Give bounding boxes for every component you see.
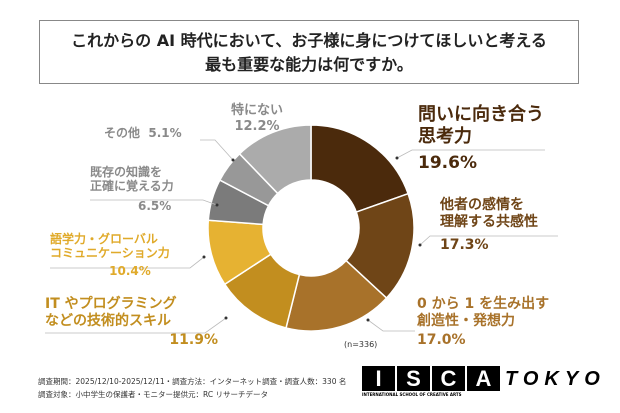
- leader-line: [45, 317, 227, 334]
- survey-footer: 調査期間：2025/12/10-2025/12/11・調査方法：インターネット調…: [38, 375, 346, 401]
- pct-creativity: 17.0%: [417, 331, 466, 348]
- footer-line-1: 調査期間：2025/12/10-2025/12/11・調査方法：インターネット調…: [38, 377, 347, 386]
- label-memo-line1: 既存の知識を: [90, 165, 163, 179]
- label-language-line2: コミュニケーション力: [50, 246, 170, 261]
- label-thinking-line1: 問いに向き合う: [418, 104, 544, 125]
- leader-dot: [366, 318, 370, 322]
- pct-language: 10.4%: [109, 263, 151, 278]
- label-empathy-line1: 他者の感情を: [440, 197, 524, 213]
- question-title-box: これからの AI 時代において、お子様に身につけてほしいと考える 最も重要な能力…: [39, 20, 579, 84]
- label-it-line1: IT やプログラミング: [45, 296, 177, 312]
- pct-other: 5.1%: [148, 126, 182, 140]
- logo-letter: S: [397, 366, 430, 391]
- label-it-line2: などの技術的スキル: [45, 312, 171, 329]
- label-language-line1: 語学力・グローバル: [50, 232, 158, 246]
- logo-letter: I: [362, 366, 395, 391]
- pct-it: 11.9%: [169, 331, 218, 348]
- pct-empathy: 17.3%: [440, 236, 489, 253]
- label-other-text: その他: [104, 126, 141, 140]
- label-thinking: 問いに向き合う 思考力 19.6%: [418, 104, 544, 174]
- donut-slice: [238, 124, 312, 195]
- leader-line: [396, 149, 545, 159]
- sample-size: (n=336): [344, 340, 378, 349]
- isca-logo: I S C A INTERNATIONAL SCHOOL OF CREATIVE…: [362, 366, 500, 397]
- label-it-skills: IT やプログラミング などの技術的スキル 11.9%: [45, 296, 240, 348]
- leader-line: [367, 319, 415, 332]
- leader-dot: [231, 158, 235, 162]
- label-other: その他 5.1%: [104, 126, 182, 140]
- leader-line: [90, 199, 218, 206]
- title-line-2: 最も重要な能力は何ですか。: [205, 55, 413, 74]
- label-thinking-line2: 思考力: [418, 125, 472, 147]
- logo-letter: A: [467, 366, 500, 391]
- label-memorization: 既存の知識を 正確に覚える力 6.5%: [90, 165, 200, 213]
- label-language: 語学力・グローバル コミュニケーション力 10.4%: [50, 232, 200, 278]
- label-empathy: 他者の感情を 理解する共感性 17.3%: [440, 197, 538, 253]
- logo-subtitle: INTERNATIONAL SCHOOL OF CREATIVE ARTS: [362, 392, 462, 397]
- label-creativity-line1: 0 から 1 を生み出す: [417, 296, 550, 312]
- leader-dot: [418, 243, 422, 247]
- leader-dot: [202, 255, 206, 259]
- donut-slice: [285, 259, 388, 332]
- label-empathy-line2: 理解する共感性: [440, 213, 538, 230]
- logo-letter: C: [432, 366, 465, 391]
- label-creativity: 0 から 1 を生み出す 創造性・発想力 17.0%: [417, 296, 549, 348]
- logo-tokyo: TOKYO: [505, 368, 606, 390]
- pct-thinking: 19.6%: [418, 153, 477, 174]
- label-memo-line2: 正確に覚える力: [90, 179, 174, 194]
- footer-line-2: 調査対象：小中学生の保護者・モニター提供元：RC リサーチデータ: [38, 390, 268, 399]
- label-none: 特にない 12.2%: [228, 103, 286, 134]
- leader-line: [50, 256, 205, 269]
- title-line-1: これからの AI 時代において、お子様に身につけてほしいと考える: [71, 31, 547, 50]
- label-creativity-line2: 創造性・発想力: [417, 312, 515, 329]
- pct-memo: 6.5%: [138, 198, 172, 213]
- leader-line: [200, 139, 234, 161]
- label-none-text: 特にない: [230, 103, 283, 118]
- leader-line: [419, 235, 558, 246]
- leader-dot: [224, 316, 228, 320]
- leader-dot: [395, 156, 399, 160]
- pct-none: 12.2%: [234, 118, 280, 134]
- leader-dot: [215, 203, 219, 207]
